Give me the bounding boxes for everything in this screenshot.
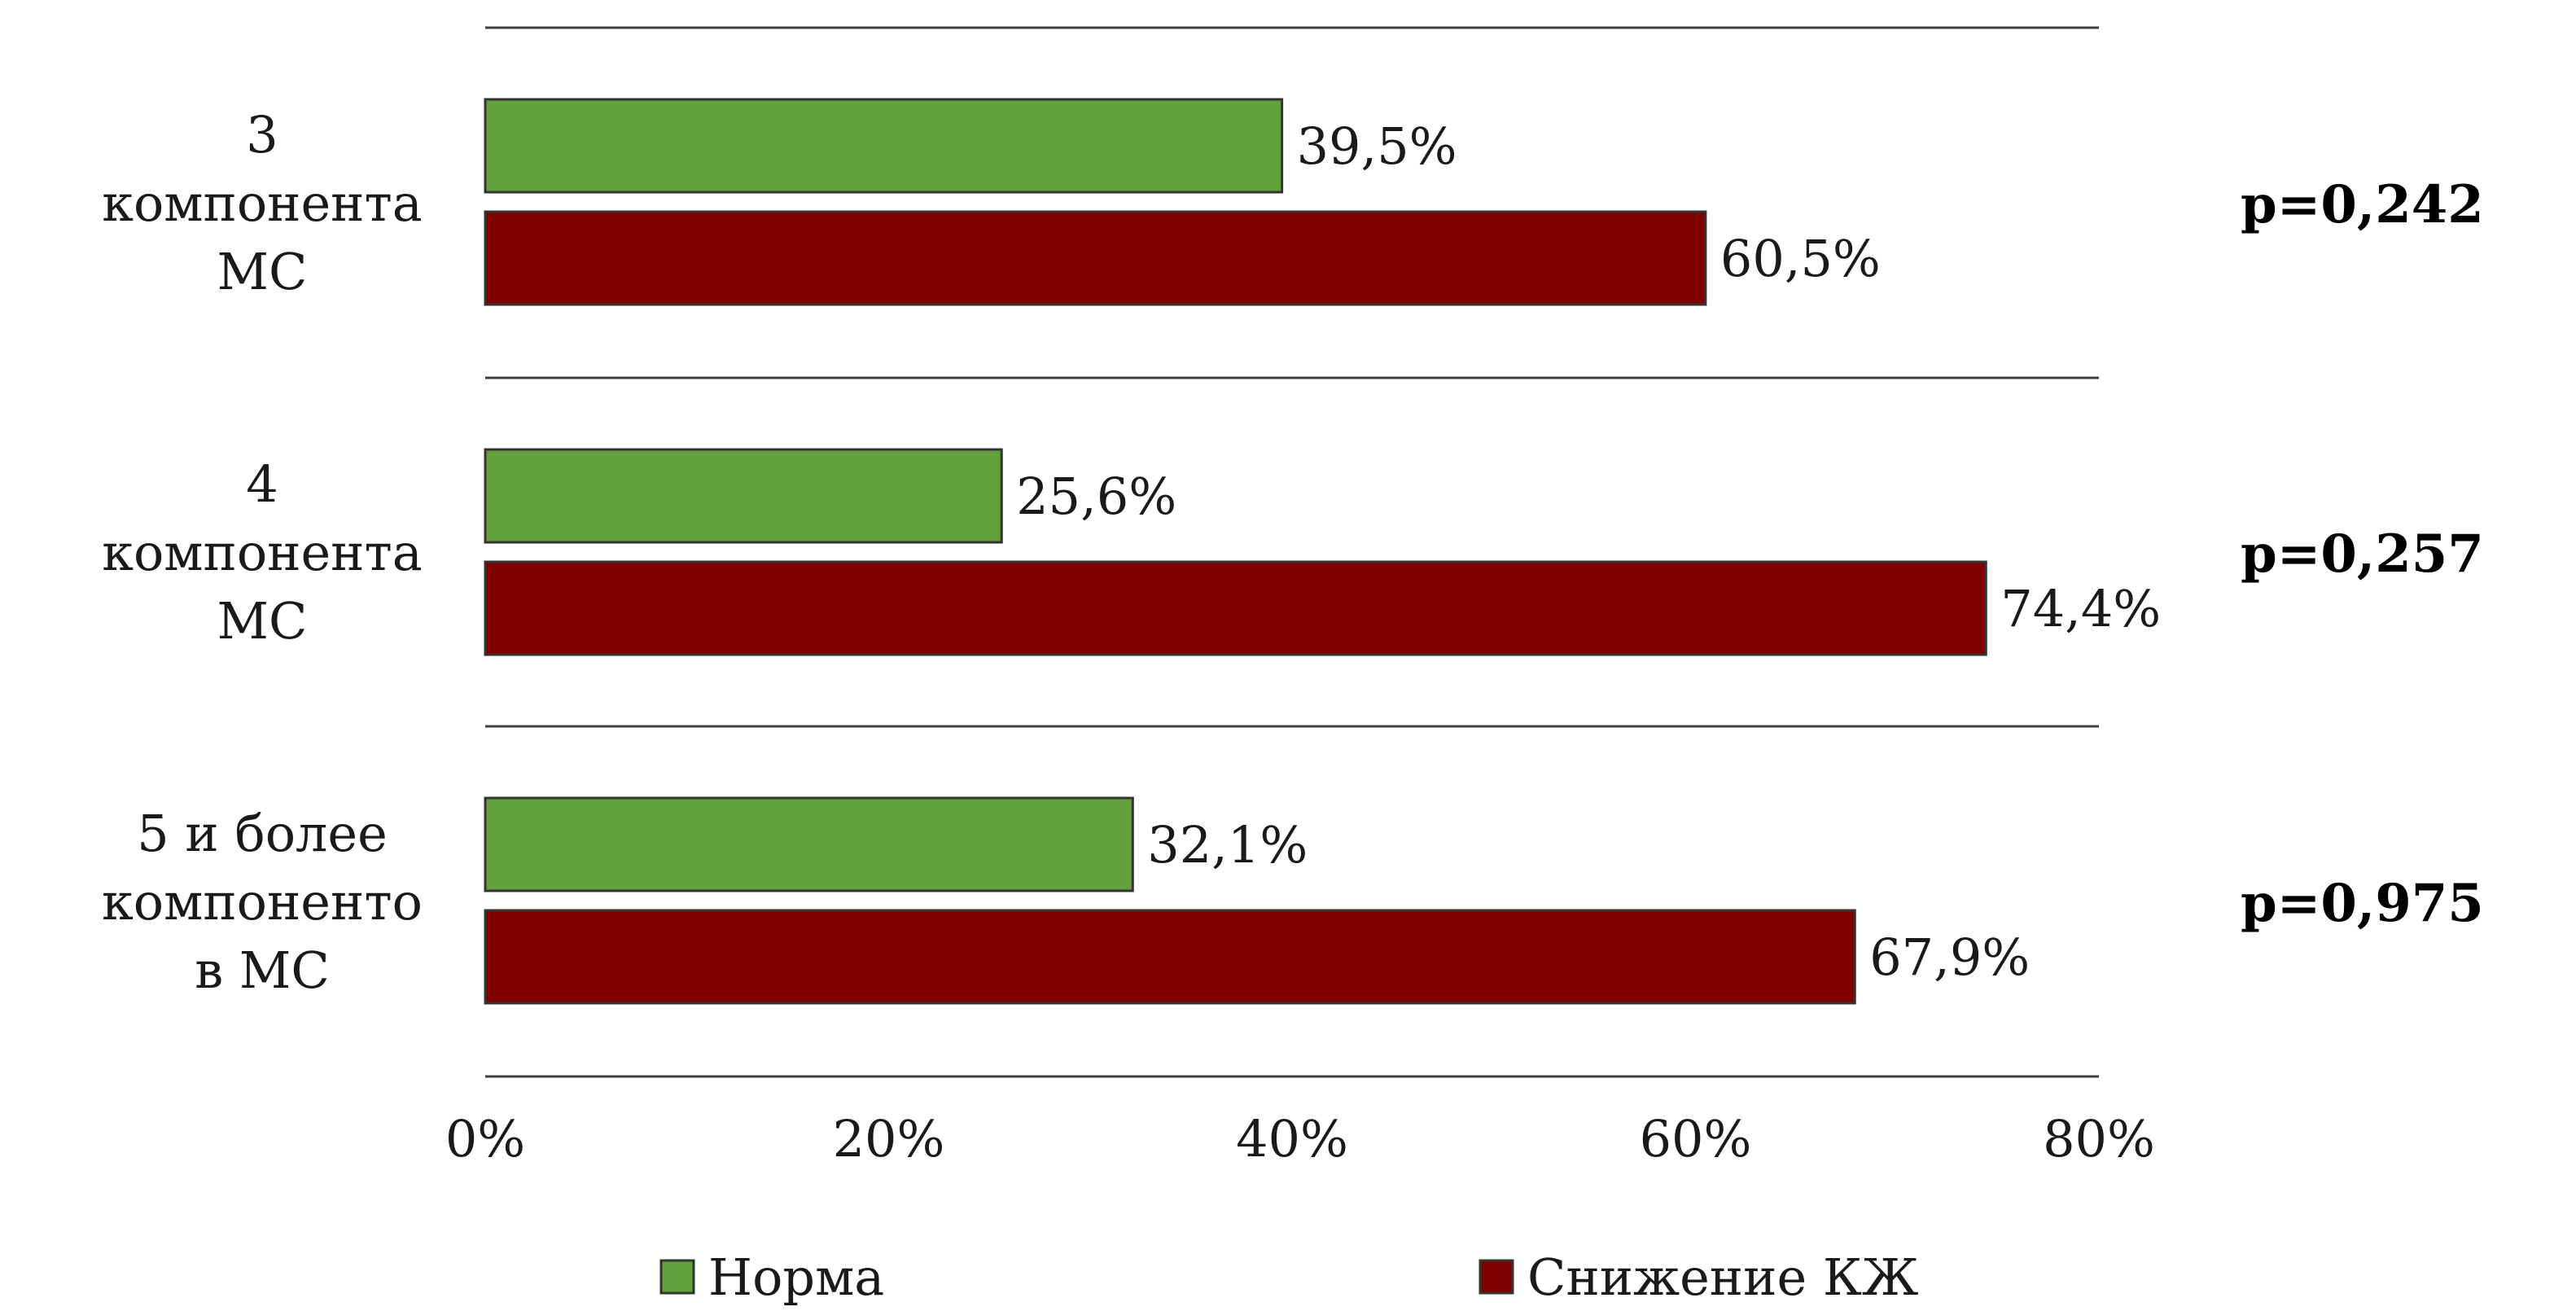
legend-label-0: Норма — [708, 1247, 884, 1307]
bar-snizhenie-1 — [484, 560, 1987, 656]
x-tick-label-2: 40% — [1236, 1109, 1348, 1168]
bar-norma-0 — [484, 98, 1284, 194]
category-label-1-line-2: МС — [217, 591, 308, 651]
category-label-2-line-2: в МС — [195, 940, 330, 1000]
p-value-1: p=0,257 — [2241, 524, 2484, 585]
category-label-0-line-1: компонента — [102, 173, 423, 233]
legend-swatch-1 — [1479, 1259, 1514, 1295]
category-labels: 3 компонента МС 4 компонента МС 5 и более компо… — [102, 105, 423, 1000]
data-label-1-2: 67,9% — [1869, 927, 2030, 987]
data-label-1-0: 60,5% — [1720, 229, 1881, 288]
data-label-0-0: 39,5% — [1297, 116, 1457, 176]
data-labels: 39,5% 60,5% 25,6% 74,4% 32,1% 67,9% — [1016, 116, 2161, 987]
category-label-0-line-2: МС — [217, 242, 308, 301]
x-axis-ticks: 0% 20% 40% 60% 80% — [445, 1109, 2155, 1168]
gridlines — [485, 26, 2099, 1078]
legend-label-1: Снижение КЖ — [1527, 1247, 1919, 1307]
x-tick-label-3: 60% — [1640, 1109, 1752, 1168]
category-label-2-line-0: 5 и более — [137, 804, 388, 863]
bar-snizhenie-0 — [484, 210, 1707, 306]
category-label-1-line-0: 4 — [246, 454, 278, 514]
bars — [484, 98, 1987, 1005]
p-values: p=0,242 p=0,257 p=0,975 — [2241, 174, 2484, 934]
bar-snizhenie-2 — [484, 909, 1856, 1005]
legend: Норма Снижение КЖ — [659, 1247, 1919, 1307]
x-tick-label-1: 20% — [833, 1109, 945, 1168]
bar-norma-2 — [484, 796, 1134, 892]
legend-swatch-0 — [659, 1259, 695, 1295]
category-label-2-line-1: компоненто — [102, 872, 423, 932]
category-label-1-line-1: компонента — [102, 523, 423, 582]
data-label-1-1: 74,4% — [2000, 579, 2161, 638]
bar-norma-1 — [484, 448, 1003, 544]
p-value-2: p=0,975 — [2241, 873, 2484, 934]
category-label-0-line-0: 3 — [246, 105, 278, 164]
data-label-0-1: 25,6% — [1016, 467, 1176, 526]
data-label-0-2: 32,1% — [1147, 815, 1308, 875]
x-tick-label-4: 80% — [2043, 1109, 2155, 1168]
p-value-0: p=0,242 — [2241, 174, 2484, 235]
x-tick-label-0: 0% — [445, 1109, 525, 1168]
